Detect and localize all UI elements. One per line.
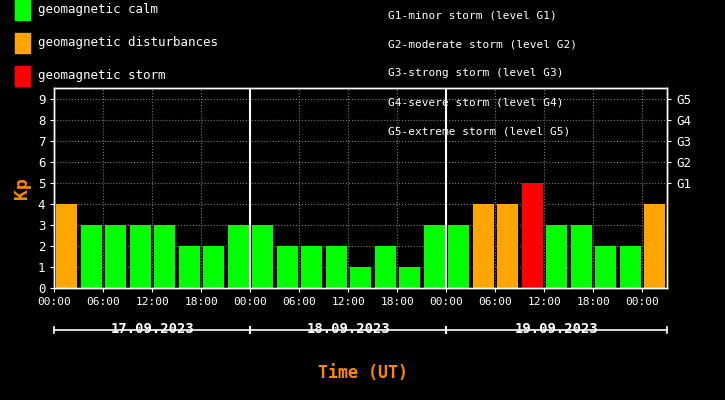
Bar bbox=[424, 225, 444, 288]
Bar bbox=[620, 246, 641, 288]
Bar bbox=[302, 246, 322, 288]
Bar bbox=[130, 225, 151, 288]
Bar bbox=[399, 267, 420, 288]
Bar bbox=[350, 267, 371, 288]
Bar bbox=[473, 204, 494, 288]
Y-axis label: Kp: Kp bbox=[13, 177, 31, 199]
Bar bbox=[57, 204, 77, 288]
Text: Time (UT): Time (UT) bbox=[318, 364, 407, 382]
Bar bbox=[203, 246, 224, 288]
Text: G1-minor storm (level G1): G1-minor storm (level G1) bbox=[388, 10, 557, 20]
Text: 17.09.2023: 17.09.2023 bbox=[110, 322, 194, 336]
Bar bbox=[252, 225, 273, 288]
Text: G5-extreme storm (level G5): G5-extreme storm (level G5) bbox=[388, 127, 570, 137]
Bar bbox=[105, 225, 126, 288]
Text: 19.09.2023: 19.09.2023 bbox=[515, 322, 599, 336]
Bar bbox=[277, 246, 297, 288]
Bar bbox=[645, 204, 665, 288]
Bar bbox=[228, 225, 249, 288]
Bar bbox=[326, 246, 347, 288]
Text: 18.09.2023: 18.09.2023 bbox=[307, 322, 390, 336]
Bar bbox=[547, 225, 567, 288]
Text: G4-severe storm (level G4): G4-severe storm (level G4) bbox=[388, 98, 563, 108]
Bar bbox=[179, 246, 199, 288]
Bar bbox=[497, 204, 518, 288]
Text: G3-strong storm (level G3): G3-strong storm (level G3) bbox=[388, 68, 563, 78]
Bar bbox=[80, 225, 102, 288]
Bar bbox=[571, 225, 592, 288]
Text: geomagnetic disturbances: geomagnetic disturbances bbox=[38, 36, 218, 49]
Text: geomagnetic storm: geomagnetic storm bbox=[38, 69, 165, 82]
Bar bbox=[375, 246, 396, 288]
Bar bbox=[154, 225, 175, 288]
Bar bbox=[522, 183, 542, 288]
Bar bbox=[448, 225, 469, 288]
Text: G2-moderate storm (level G2): G2-moderate storm (level G2) bbox=[388, 39, 577, 49]
Text: geomagnetic calm: geomagnetic calm bbox=[38, 4, 158, 16]
Bar bbox=[595, 246, 616, 288]
